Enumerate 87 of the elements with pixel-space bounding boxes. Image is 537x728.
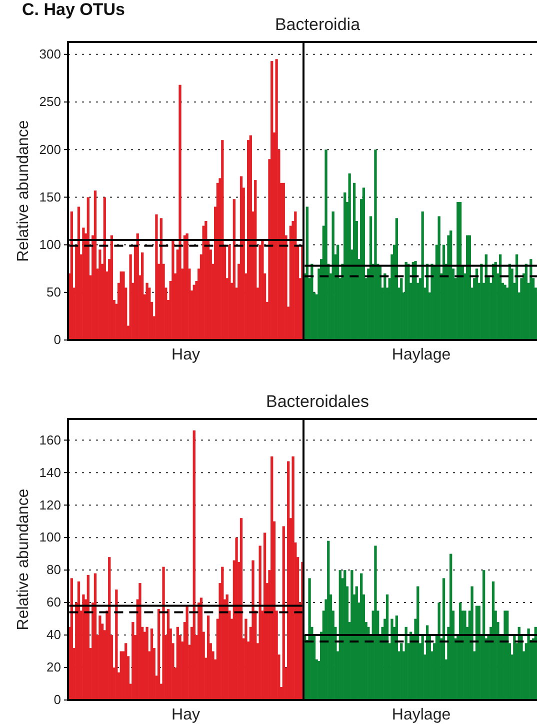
bar: [138, 583, 142, 700]
bar: [129, 254, 132, 340]
bar: [270, 456, 274, 700]
y-tick-label: 150: [39, 189, 61, 204]
bar: [166, 609, 170, 700]
bar: [470, 586, 474, 700]
bar: [458, 202, 462, 340]
y-tick-label: 20: [46, 660, 61, 675]
bar: [324, 150, 328, 340]
chart-title: Bacteroidales: [266, 392, 370, 411]
bar: [146, 626, 148, 700]
x-tick-label: Haylage: [392, 706, 451, 724]
y-tick-label: 100: [39, 236, 61, 252]
x-tick-label: Hay: [172, 706, 200, 724]
bar: [132, 622, 134, 700]
bar: [327, 540, 330, 700]
bar: [450, 554, 452, 700]
bar: [482, 570, 486, 700]
bar: [308, 578, 311, 700]
bar: [157, 609, 160, 700]
y-tick-label: 250: [39, 94, 61, 110]
bar: [350, 570, 354, 700]
bar: [228, 244, 231, 340]
bar: [150, 628, 154, 700]
bar: [221, 140, 224, 340]
bar: [438, 216, 440, 340]
bar: [178, 84, 182, 340]
bar: [141, 252, 144, 340]
bar: [369, 216, 372, 340]
bar: [348, 173, 351, 340]
bar: [206, 616, 210, 700]
bar: [94, 573, 97, 700]
bar: [374, 150, 377, 340]
bar: [183, 235, 186, 340]
bar: [456, 202, 460, 340]
bar: [492, 581, 495, 700]
bar: [275, 59, 278, 340]
bar: [115, 590, 118, 700]
y-tick-label: 120: [39, 497, 61, 512]
text: C. Hay OTUs: [22, 0, 125, 19]
bar: [263, 532, 266, 700]
bar: [254, 180, 257, 340]
bar: [513, 635, 516, 700]
bar: [438, 602, 440, 700]
bar: [261, 240, 264, 340]
bar: [77, 206, 80, 340]
bar: [240, 176, 243, 340]
bar: [221, 566, 224, 700]
bar: [344, 192, 346, 340]
bar: [386, 594, 389, 700]
bar: [352, 182, 356, 340]
y-tick-label: 200: [39, 142, 61, 157]
bar: [400, 278, 403, 340]
bar: [162, 566, 165, 700]
y-tick-label: 0: [54, 692, 61, 708]
y-tick-label: 60: [46, 594, 61, 610]
y-tick-label: 40: [46, 627, 61, 642]
bar: [172, 240, 174, 340]
y-tick-label: 140: [39, 464, 61, 480]
bar: [390, 618, 394, 700]
bar: [108, 557, 111, 700]
bar: [155, 214, 158, 340]
bar: [294, 211, 297, 340]
bar: [292, 456, 294, 700]
y-tick-label: 80: [46, 562, 61, 578]
bar: [77, 581, 80, 700]
chart-title: Bacteroidia: [274, 15, 361, 34]
bar: [442, 578, 446, 700]
y-tick-label: 0: [54, 332, 61, 348]
bar: [374, 546, 377, 700]
x-tick-label: Hay: [172, 346, 200, 364]
bar: [244, 618, 248, 700]
y-tick-label: 100: [39, 530, 61, 545]
bar: [287, 461, 290, 700]
bar: [466, 235, 469, 340]
x-tick-label: Haylage: [392, 346, 451, 364]
bar: [94, 190, 97, 340]
y-tick-label: 160: [39, 432, 61, 448]
bar: [252, 560, 254, 700]
bar: [416, 586, 420, 700]
bar: [450, 230, 452, 340]
bar: [270, 61, 274, 340]
y-axis-title: Relative abundance: [15, 120, 32, 262]
y-tick-label: 50: [46, 284, 61, 300]
bar: [240, 518, 243, 700]
y-tick-label: 300: [39, 46, 61, 62]
y-axis-title: Relative abundance: [15, 488, 32, 630]
